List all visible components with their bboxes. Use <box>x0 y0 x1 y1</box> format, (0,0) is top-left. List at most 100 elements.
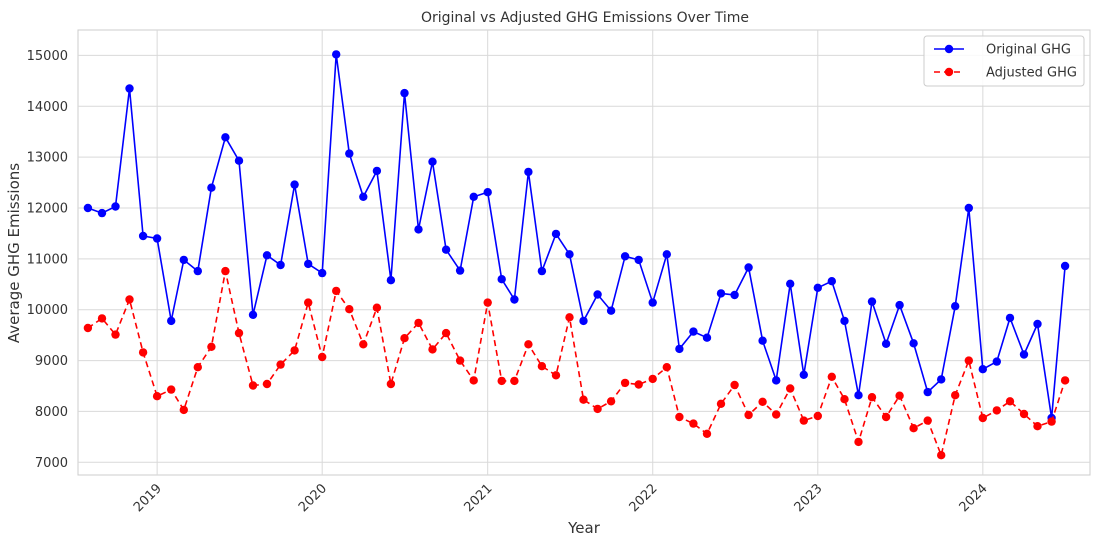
data-point <box>593 290 602 299</box>
data-point <box>179 405 188 415</box>
data-point <box>332 50 341 59</box>
data-point <box>895 300 904 310</box>
data-point <box>1033 319 1042 329</box>
data-point <box>606 306 616 315</box>
data-point <box>716 399 726 408</box>
data-point <box>138 348 148 357</box>
data-point <box>1047 417 1056 426</box>
data-point <box>248 310 258 319</box>
data-point <box>758 397 767 406</box>
series-line-2 <box>87 270 1066 458</box>
data-point <box>895 391 904 400</box>
data-point <box>386 276 396 285</box>
data-point <box>193 363 202 372</box>
data-point <box>923 387 932 397</box>
data-point <box>881 412 891 422</box>
data-point <box>867 297 877 306</box>
data-point <box>937 451 946 460</box>
legend-marker <box>944 67 954 77</box>
data-point <box>881 339 891 348</box>
data-point <box>221 266 230 276</box>
data-point <box>579 395 588 404</box>
data-point <box>111 202 120 211</box>
data-point <box>414 225 423 234</box>
legend-marker <box>944 44 954 54</box>
data-point <box>813 283 822 292</box>
y-tick-label: 7000 <box>35 456 68 471</box>
data-point <box>262 379 272 389</box>
data-point <box>441 328 451 338</box>
data-point <box>648 298 657 307</box>
data-point <box>276 260 285 270</box>
data-point <box>400 334 409 343</box>
data-point <box>744 263 753 272</box>
data-point <box>345 149 354 158</box>
x-tick-label: 2019 <box>131 481 165 515</box>
data-point <box>125 295 134 304</box>
data-point <box>497 275 506 284</box>
data-point <box>675 412 684 422</box>
data-point <box>414 318 423 328</box>
data-point <box>152 234 162 243</box>
data-point <box>138 231 148 241</box>
data-point <box>318 268 327 278</box>
plot-frame <box>77 29 1091 476</box>
y-tick-label: 13000 <box>27 151 68 166</box>
data-point <box>455 356 465 365</box>
data-point <box>359 192 368 201</box>
data-point <box>662 250 671 259</box>
data-point <box>827 277 836 286</box>
data-point <box>992 406 1001 415</box>
data-point <box>1019 409 1029 419</box>
data-point <box>510 295 519 304</box>
data-point <box>551 371 561 380</box>
data-point <box>744 410 753 420</box>
data-point <box>786 384 795 393</box>
y-tick-label: 11000 <box>27 252 68 267</box>
data-point <box>234 328 244 338</box>
data-point <box>620 378 630 388</box>
data-point <box>551 229 561 239</box>
x-tick-label: 2020 <box>296 481 330 515</box>
x-tick-label: 2024 <box>957 481 991 515</box>
data-point <box>262 251 272 260</box>
data-point <box>152 392 162 401</box>
data-point <box>483 188 492 197</box>
y-tick-label: 12000 <box>27 202 68 217</box>
data-point <box>524 167 533 177</box>
y-tick-label: 10000 <box>27 303 68 318</box>
data-point <box>634 380 643 389</box>
data-point <box>909 424 918 433</box>
data-point <box>97 208 107 218</box>
data-point <box>248 381 258 390</box>
data-point <box>111 330 120 339</box>
data-point <box>469 376 478 385</box>
data-point <box>1005 313 1015 323</box>
data-point <box>772 376 781 385</box>
data-point <box>167 316 176 326</box>
data-point <box>372 303 382 312</box>
data-point <box>675 344 684 354</box>
data-point <box>318 352 327 362</box>
data-point <box>510 376 519 386</box>
data-point <box>1060 261 1070 271</box>
data-point <box>689 327 698 336</box>
data-point <box>207 183 216 192</box>
data-point <box>867 393 877 402</box>
y-tick-label: 9000 <box>35 354 68 369</box>
data-point <box>537 362 547 371</box>
y-tick-label: 8000 <box>35 405 68 420</box>
data-point <box>702 429 712 438</box>
data-point <box>1060 376 1070 385</box>
data-point <box>689 419 698 428</box>
legend-label: Adjusted GHG <box>986 66 1077 81</box>
data-point <box>497 376 506 386</box>
data-point <box>290 346 299 355</box>
x-tick-label: 2022 <box>627 481 661 515</box>
data-point <box>606 397 616 406</box>
chart-title: Original vs Adjusted GHG Emissions Over … <box>421 10 749 26</box>
data-point <box>964 203 973 213</box>
y-tick-label: 15000 <box>27 49 68 64</box>
data-point <box>951 302 960 311</box>
